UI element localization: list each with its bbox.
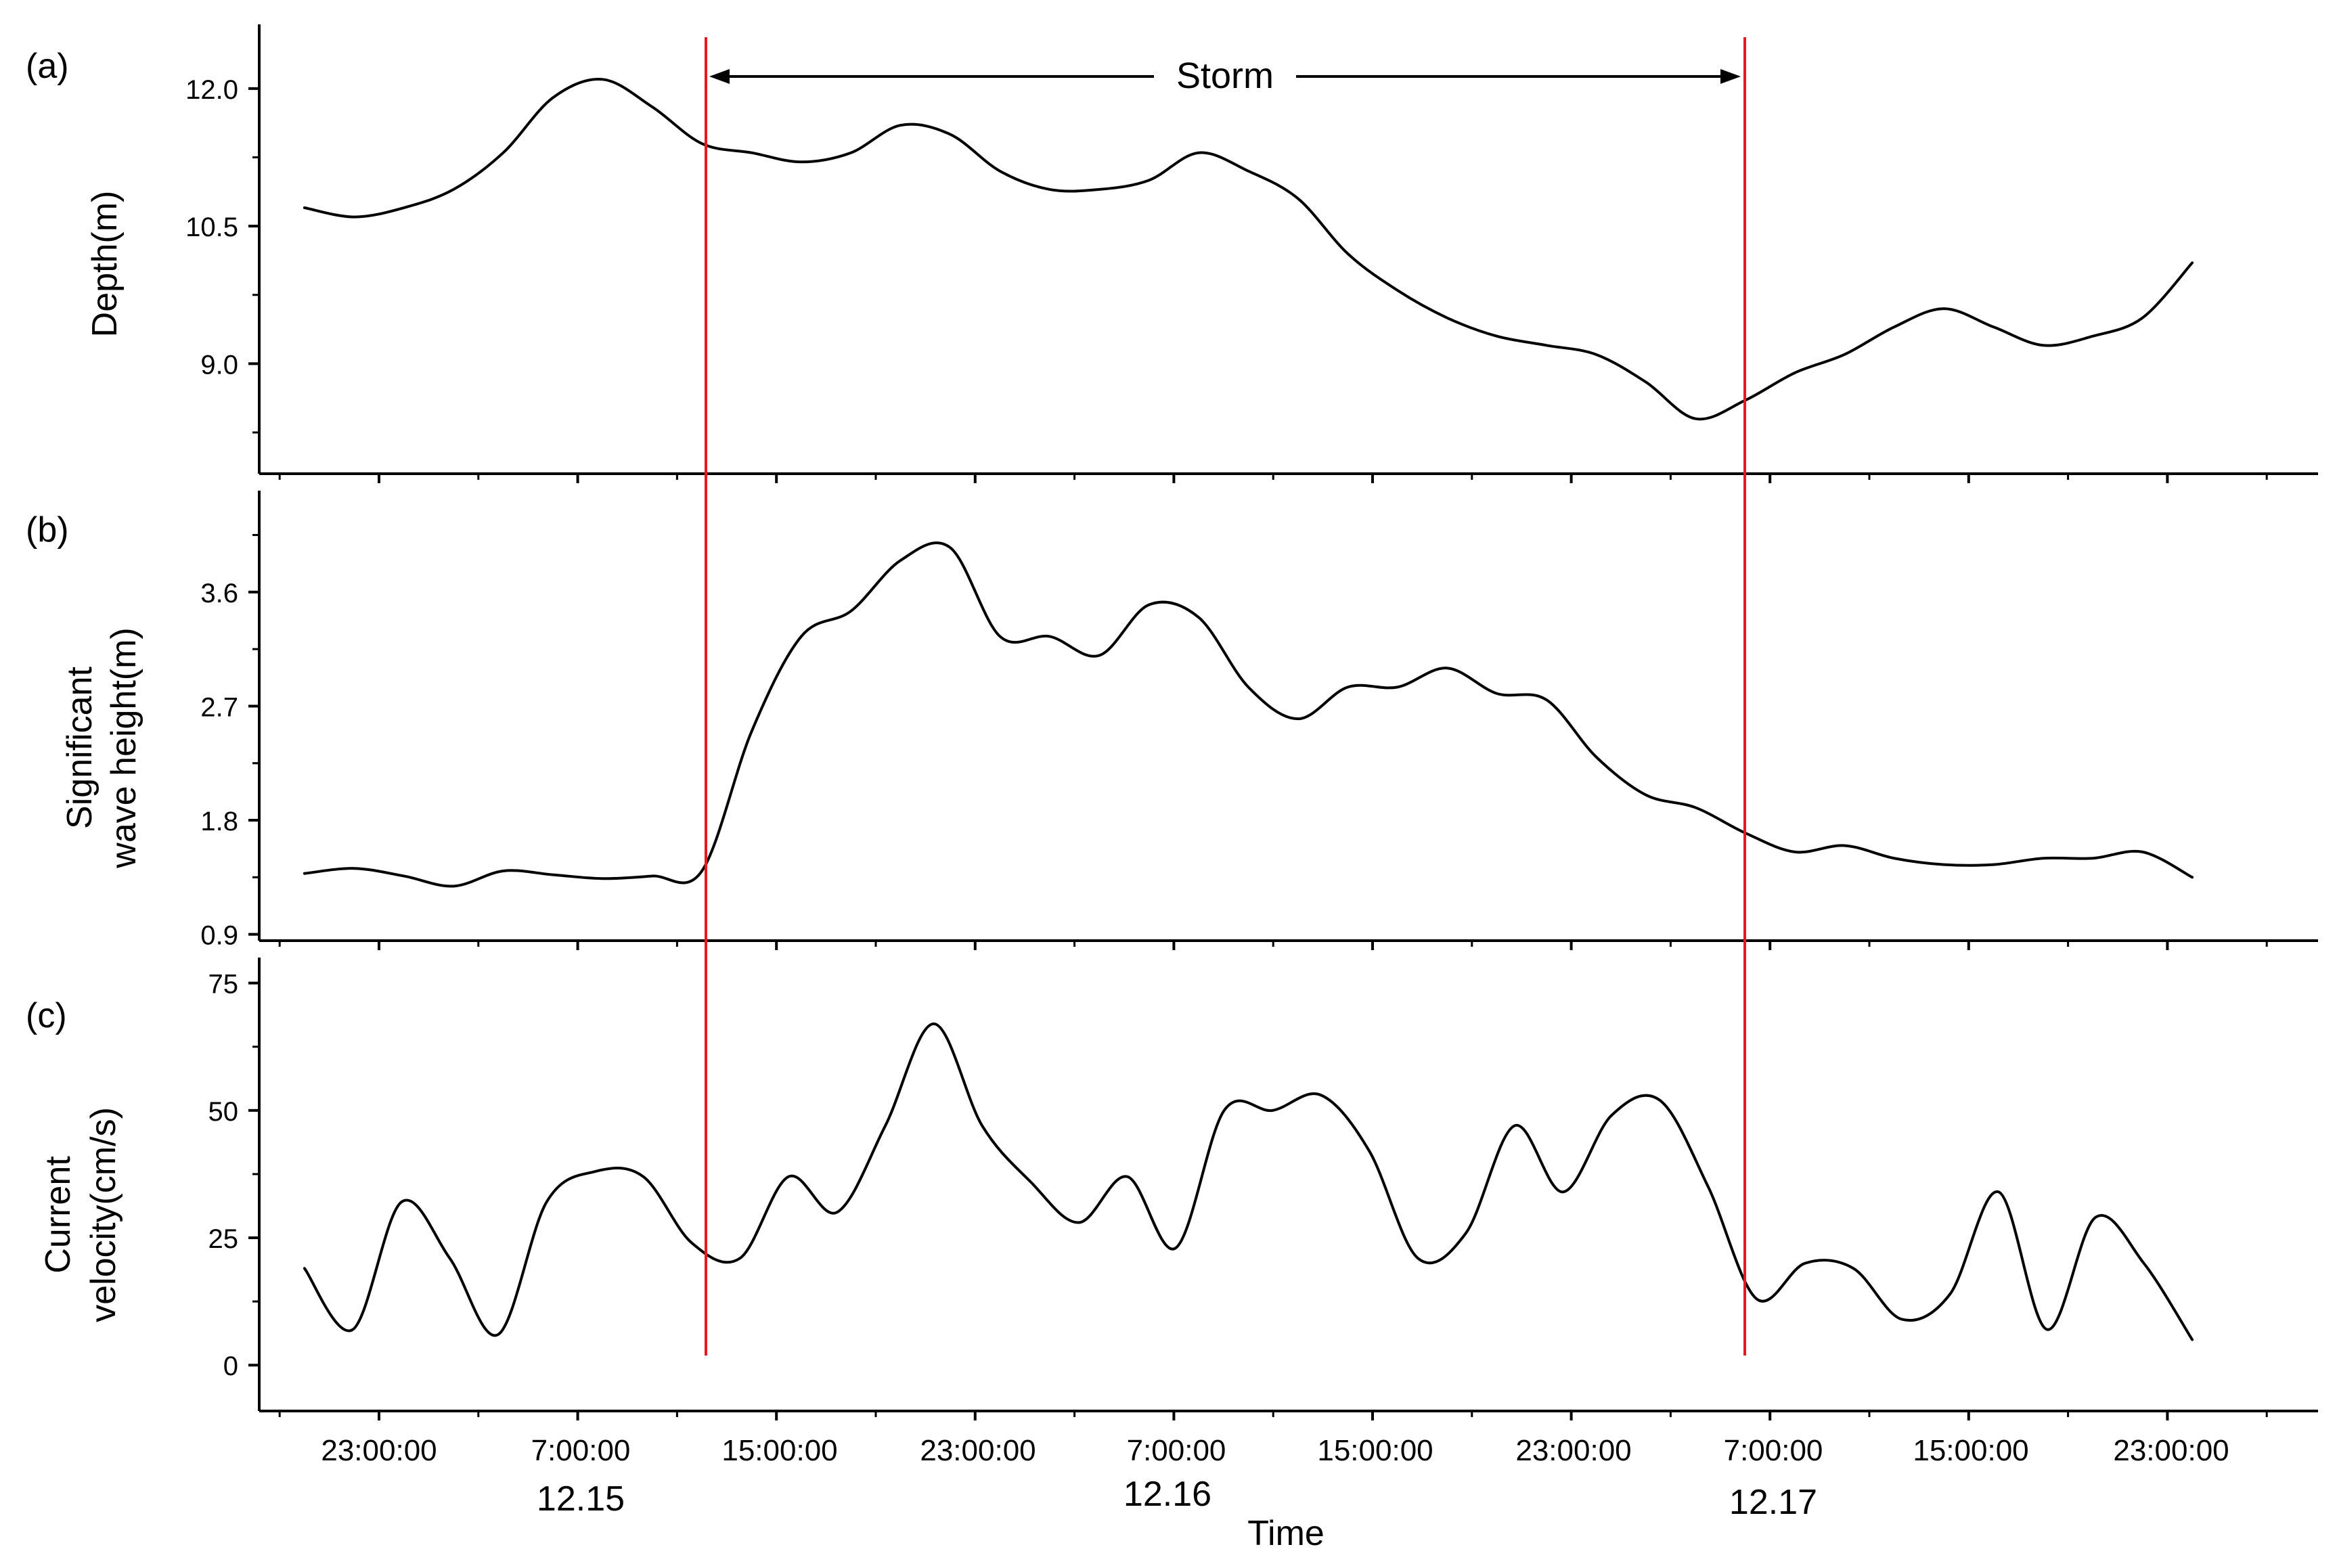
x-tick-label: 15:00:00: [1317, 1434, 1433, 1467]
date-label-1215: 12.15: [537, 1479, 625, 1519]
panel-b-ylabel-line-2: wave height(m): [104, 627, 143, 868]
y-tick-label: 2.7: [200, 692, 238, 722]
panel-c-axes: [258, 958, 2318, 1412]
x-tick-label: 15:00:00: [721, 1434, 837, 1467]
x-tick-label: 15:00:00: [1913, 1434, 2028, 1467]
y-tick-label: 25: [208, 1224, 239, 1254]
x-tick-label: 23:00:00: [1515, 1434, 1631, 1467]
y-tick-label: 0.9: [200, 921, 238, 951]
storm-label: Storm: [1176, 55, 1274, 96]
x-axis-title: Time: [1247, 1514, 1325, 1553]
panel-b-ylabel: Significant wave height(m): [60, 627, 143, 868]
x-tick-label: 23:00:00: [920, 1434, 1036, 1467]
x-tick-labels: 23:00:00 7:00:00 15:00:00 23:00:00 7:00:…: [321, 1434, 2229, 1467]
y-tick-label: 50: [208, 1097, 239, 1127]
series-line-panel-c: [303, 1022, 2194, 1341]
y-tick-label: 9.0: [200, 350, 238, 380]
series-line-panel-a: [303, 78, 2194, 421]
panel-label-a: (a): [26, 47, 69, 86]
date-label-1217: 12.17: [1729, 1483, 1817, 1522]
y-tick-label: 1.8: [200, 807, 238, 836]
panel-c-ylabel-line-2: velocity(cm/s): [84, 1107, 123, 1322]
x-ticks: [278, 474, 2268, 1420]
date-labels: 12.15 12.16 12.17: [537, 1475, 1817, 1522]
x-tick-label: 7:00:00: [531, 1434, 631, 1467]
panel-b-ylabel-line-1: Significant: [60, 666, 99, 828]
date-label-1216: 12.16: [1123, 1475, 1211, 1514]
panel-label-c: (c): [26, 996, 67, 1035]
panel-label-b: (b): [26, 510, 69, 550]
x-tick-label: 7:00:00: [1127, 1434, 1226, 1467]
panel-b-axes: [258, 491, 2318, 942]
y-tick-label: 3.6: [200, 579, 238, 608]
storm-arrowhead-left-icon: [709, 69, 730, 84]
storm-arrowhead-right-icon: [1720, 69, 1741, 84]
x-tick-label: 23:00:00: [2113, 1434, 2229, 1467]
series-lines: [303, 78, 2194, 1341]
x-tick-label: 7:00:00: [1724, 1434, 1823, 1467]
y-tick-label: 0: [223, 1351, 238, 1381]
panel-c-ylabel-line-1: Current: [39, 1156, 78, 1274]
y-tick-label: 75: [208, 970, 239, 1000]
panel-a-axes: [258, 24, 2318, 475]
panel-c-ylabel: Current velocity(cm/s): [39, 1107, 123, 1322]
panel-a-ylabel: Depth(m): [85, 191, 125, 338]
y-tick-label: 10.5: [185, 212, 238, 242]
storm-markers: Storm: [705, 37, 1746, 1356]
x-tick-label: 23:00:00: [321, 1434, 437, 1467]
series-line-panel-b: [303, 541, 2194, 888]
y-ticks: 9.0 10.5 12.0 0.9 1.8 2.7 3.6 0 25 50 75: [185, 75, 259, 1381]
y-tick-label: 12.0: [185, 75, 238, 105]
